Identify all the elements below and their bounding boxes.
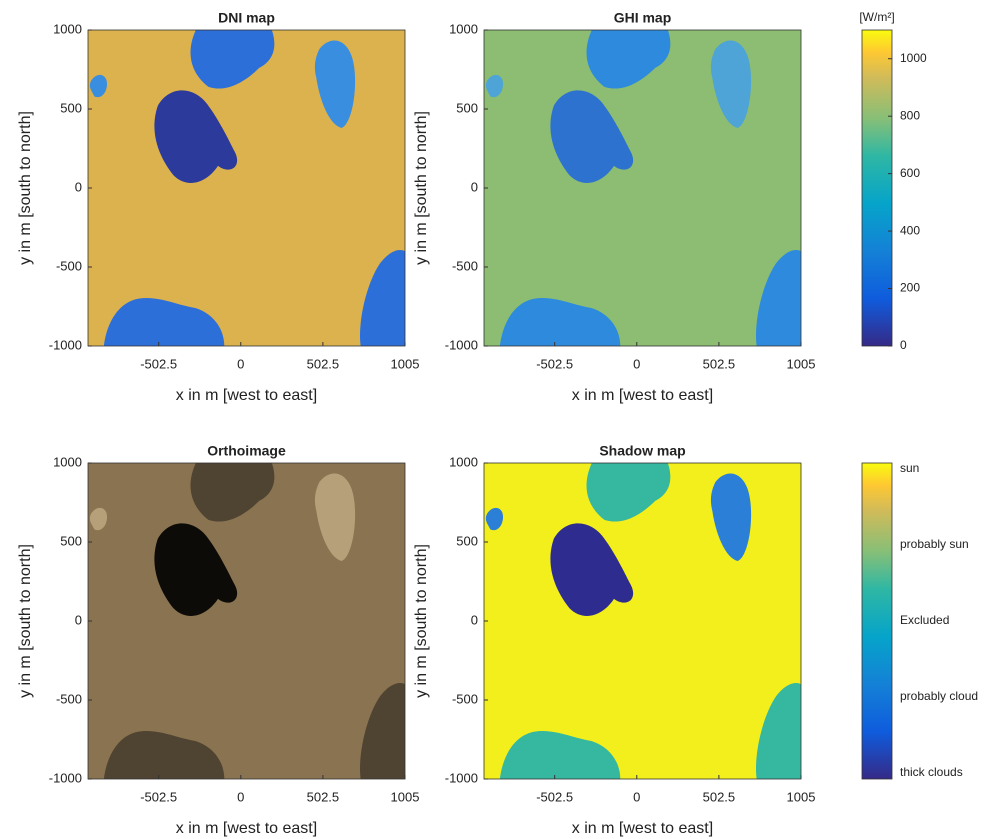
title: Shadow map — [599, 443, 685, 459]
x-tick-label: 0 — [237, 789, 244, 804]
y-tick-label: -1000 — [49, 770, 82, 785]
y-tick-label: 1000 — [449, 21, 478, 36]
colorbar-tick-label: 200 — [900, 281, 920, 295]
x-tick-label: 1005 — [391, 356, 420, 371]
image-region — [103, 730, 225, 779]
y-tick-label: 500 — [456, 533, 478, 548]
image-shapes — [89, 30, 405, 346]
x-tick-label: 0 — [633, 356, 640, 371]
x-tick-label: 502.5 — [307, 356, 340, 371]
x-tick-label: 1005 — [787, 789, 816, 804]
y-tick-label: 500 — [60, 100, 82, 115]
y-axis-label: y in m [south to north] — [413, 544, 430, 698]
image-region — [89, 74, 108, 98]
x-tick-label: -502.5 — [140, 789, 177, 804]
image-region — [499, 730, 621, 779]
image-region — [485, 507, 504, 531]
x-axis-label: x in m [west to east] — [176, 820, 317, 837]
y-tick-label: 1000 — [53, 454, 82, 469]
x-tick-label: 502.5 — [307, 789, 340, 804]
y-tick-label: 1000 — [53, 21, 82, 36]
image-region — [360, 683, 405, 779]
y-tick-label: -1000 — [49, 337, 82, 352]
x-tick-label: 502.5 — [703, 356, 736, 371]
colorbar — [861, 29, 893, 347]
colorbar-tick-label: 1000 — [900, 51, 927, 65]
y-tick-label: 0 — [471, 612, 478, 627]
y-tick-label: -1000 — [445, 770, 478, 785]
y-tick-label: 0 — [471, 179, 478, 194]
colorbar-category: Excluded — [900, 613, 949, 627]
colorbar — [861, 462, 893, 780]
y-axis-label: y in m [south to north] — [17, 544, 34, 698]
colorbar-tick-label: 400 — [900, 223, 920, 237]
image-region — [314, 473, 356, 561]
x-axis-label: x in m [west to east] — [572, 387, 713, 404]
image-region — [710, 40, 752, 128]
image-region — [154, 90, 238, 183]
image-region — [89, 507, 108, 531]
x-tick-label: -502.5 — [536, 356, 573, 371]
image-region — [586, 463, 671, 522]
image — [88, 463, 405, 779]
y-tick-label: 500 — [60, 533, 82, 548]
image-shapes — [89, 463, 405, 779]
colorbar-category: thick clouds — [900, 765, 963, 779]
colorbar-category: probably cloud — [900, 689, 978, 703]
x-tick-label: 1005 — [391, 789, 420, 804]
x-axis-label: x in m [west to east] — [176, 387, 317, 404]
x-tick-label: -502.5 — [140, 356, 177, 371]
image-region — [360, 250, 405, 346]
image-region — [550, 523, 634, 616]
y-tick-label: 0 — [75, 612, 82, 627]
x-tick-label: 502.5 — [703, 789, 736, 804]
y-axis-label: y in m [south to north] — [413, 111, 430, 265]
image — [88, 30, 405, 346]
image-region — [485, 74, 504, 98]
y-tick-label: -500 — [452, 258, 478, 273]
title: Orthoimage — [207, 443, 286, 459]
y-tick-label: -1000 — [445, 337, 478, 352]
x-tick-label: 0 — [237, 356, 244, 371]
image-region — [314, 40, 356, 128]
x-tick-label: 0 — [633, 789, 640, 804]
colorbar-category: sun — [900, 461, 919, 475]
image-region — [550, 90, 634, 183]
colorbar-tick-label: 800 — [900, 108, 920, 122]
y-tick-label: -500 — [56, 691, 82, 706]
y-tick-label: 0 — [75, 179, 82, 194]
image — [484, 30, 801, 346]
y-tick-label: 1000 — [449, 454, 478, 469]
x-tick-label: -502.5 — [536, 789, 573, 804]
y-tick-label: 500 — [456, 100, 478, 115]
image-region — [154, 523, 238, 616]
title: GHI map — [614, 10, 672, 26]
title: DNI map — [218, 10, 275, 26]
image — [484, 463, 801, 779]
image-region — [190, 30, 275, 89]
image-shapes — [485, 30, 801, 346]
x-tick-label: 1005 — [787, 356, 816, 371]
image-region — [586, 30, 671, 89]
y-axis-label: y in m [south to north] — [17, 111, 34, 265]
image-region — [103, 297, 225, 346]
colorbar-tick-label: 600 — [900, 166, 920, 180]
x-axis-label: x in m [west to east] — [572, 820, 713, 837]
colorbar-label: [W/m²] — [859, 10, 894, 24]
image-region — [756, 250, 801, 346]
y-tick-label: -500 — [56, 258, 82, 273]
image-region — [190, 463, 275, 522]
colorbar-category: probably sun — [900, 537, 969, 551]
image-region — [710, 473, 752, 561]
image-region — [756, 683, 801, 779]
image-shapes — [485, 463, 801, 779]
image-region — [499, 297, 621, 346]
colorbar-tick-label: 0 — [900, 338, 907, 352]
y-tick-label: -500 — [452, 691, 478, 706]
